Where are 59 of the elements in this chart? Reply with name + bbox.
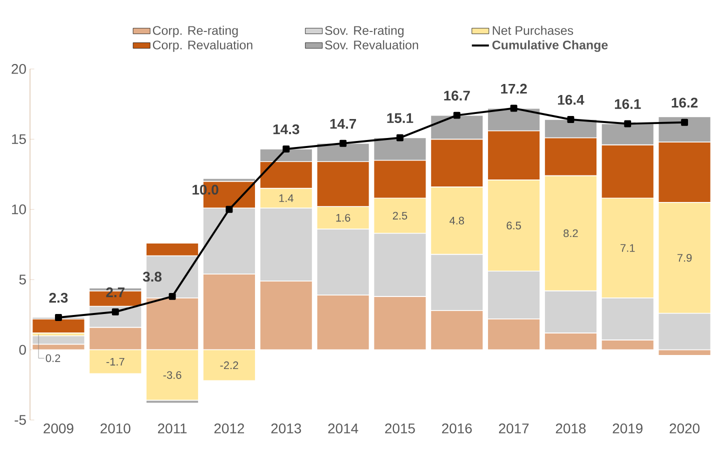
x-tick-label: 2015 <box>385 423 415 434</box>
data-label: 16.4 <box>558 94 584 105</box>
x-tick-label: 2016 <box>442 423 472 434</box>
y-tick-label: 10 <box>12 204 26 214</box>
legend-label: Sov. Revaluation <box>325 40 418 50</box>
data-label: 4.8 <box>450 216 464 224</box>
y-tick-label: -5 <box>14 415 26 425</box>
data-label: 14.7 <box>330 119 356 129</box>
point <box>396 134 404 142</box>
legend-label: Corp. Revaluation <box>152 40 252 52</box>
data-label: 16.2 <box>672 98 698 108</box>
x-tick-label: 2010 <box>100 423 130 434</box>
legend-label: Corp. Re-rating <box>152 26 238 38</box>
data-label: 15.1 <box>387 113 414 124</box>
point <box>112 308 119 316</box>
point <box>510 104 518 112</box>
x-tick-label: 2009 <box>44 423 74 434</box>
point <box>453 112 460 119</box>
point <box>168 292 176 300</box>
data-label: 6.5 <box>506 222 521 230</box>
x-tick-label: 2019 <box>612 423 642 434</box>
point <box>282 146 290 153</box>
data-label: -2.2 <box>220 361 238 370</box>
legend-label: Sov. Re-rating <box>325 26 404 38</box>
data-label: 0.2 <box>46 354 60 362</box>
data-label: 14.3 <box>273 124 300 134</box>
x-tick-label: 2011 <box>158 423 187 434</box>
legend-label: Cumulative Change <box>492 40 608 52</box>
point <box>226 206 233 213</box>
x-tick-label: 2017 <box>498 423 529 434</box>
data-label: 7.9 <box>677 254 692 262</box>
x-tick-label: 2018 <box>556 423 586 434</box>
x-tick-label: 2012 <box>214 423 244 434</box>
point <box>681 118 688 126</box>
data-label: 2.3 <box>49 292 68 303</box>
data-label: 8.2 <box>564 229 578 238</box>
point <box>567 116 574 124</box>
data-label: 1.4 <box>279 194 294 202</box>
data-label: 17.2 <box>501 84 527 94</box>
data-label: 1.6 <box>336 214 350 222</box>
data-label: -1.7 <box>106 358 124 366</box>
bar <box>32 318 86 334</box>
point <box>54 314 62 321</box>
data-label: 16.1 <box>614 99 641 109</box>
data-label: 2.5 <box>392 212 408 220</box>
y-tick-label: 0 <box>19 344 26 355</box>
y-tick-label: 20 <box>12 64 26 74</box>
point <box>624 120 632 128</box>
y-tick-label: 5 <box>19 274 26 284</box>
x-tick-label: 2020 <box>670 423 700 434</box>
data-label: 16.7 <box>444 90 470 101</box>
x-tick-label: 2013 <box>271 423 302 434</box>
data-label: -3.6 <box>163 371 182 379</box>
y-tick-label: 15 <box>12 134 26 144</box>
point <box>340 140 347 147</box>
data-label: 3.8 <box>142 272 162 282</box>
data-label: 7.1 <box>620 244 635 252</box>
legend-label: Net Purchases <box>492 26 574 35</box>
x-tick-label: 2014 <box>328 423 358 434</box>
